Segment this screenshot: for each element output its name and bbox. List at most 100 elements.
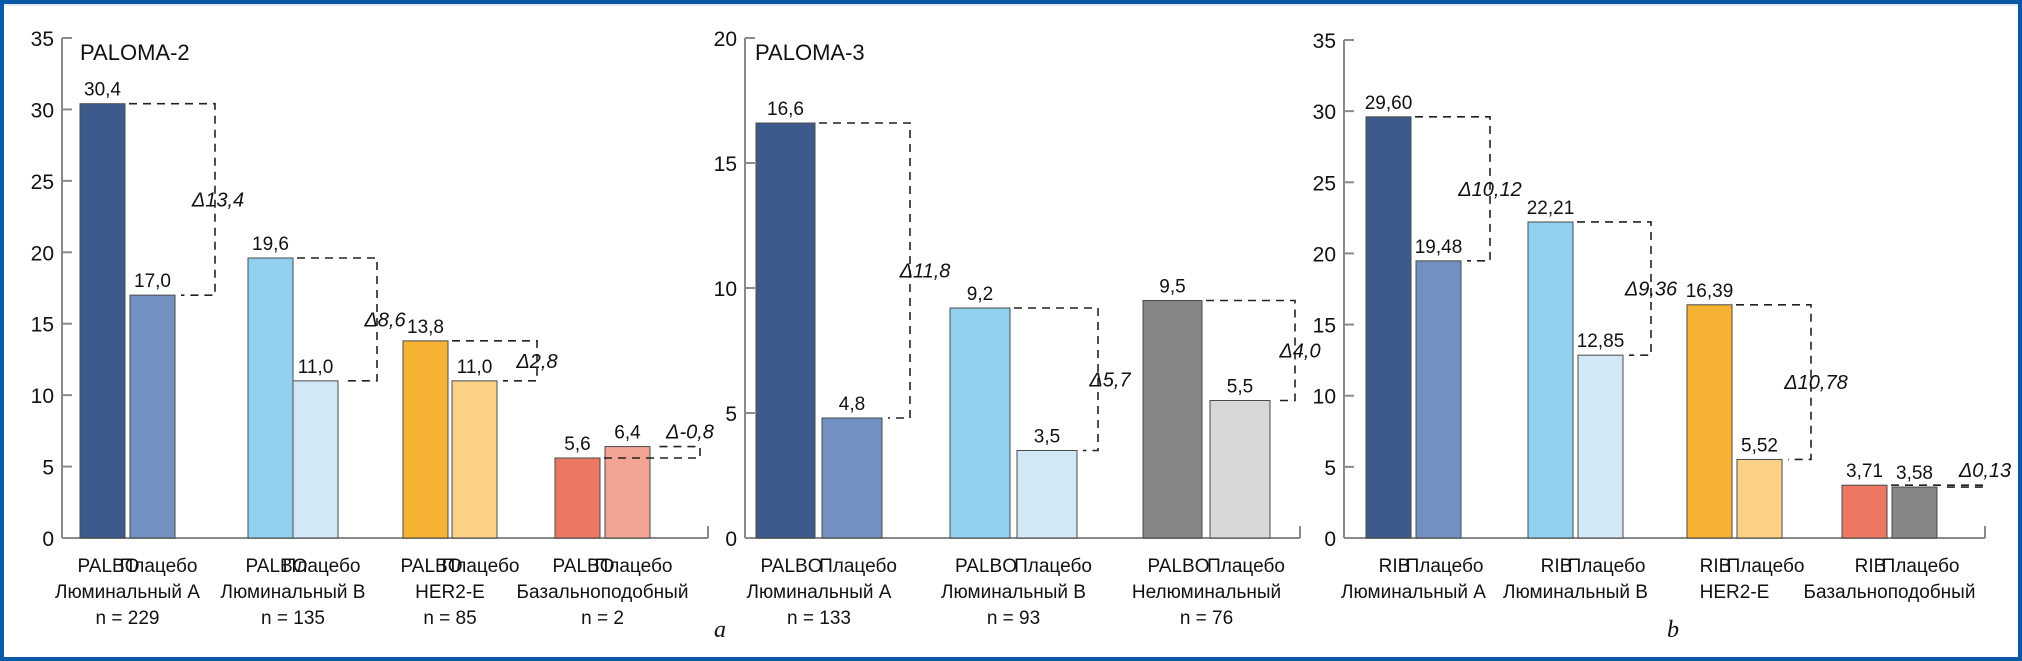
bar-placebo <box>1891 486 1938 539</box>
bar-label-drug: RIB <box>1700 556 1732 577</box>
bar-drug <box>1686 304 1733 539</box>
bar-label-placebo: Плацебо <box>1014 556 1092 577</box>
bar-value-label: 19,6 <box>252 234 289 255</box>
bar-value-label: 5,6 <box>564 434 590 455</box>
subtype-label: Люминальный В <box>221 582 366 603</box>
n-label: n = 76 <box>1180 608 1233 629</box>
bar-label-placebo: Плацебо <box>819 556 897 577</box>
bar-placebo <box>1577 354 1624 539</box>
bar-label-drug: PALBO <box>1148 556 1210 577</box>
y-tick-label: 5 <box>725 403 737 426</box>
bar-drug <box>79 103 126 539</box>
bar-value-label: 9,2 <box>967 284 993 305</box>
bar-drug <box>247 257 294 539</box>
bar-placebo <box>451 380 498 539</box>
n-label: n = 85 <box>423 608 476 629</box>
delta-label: Δ4,0 <box>1278 341 1320 363</box>
subtype-label: Базальноподобный <box>517 582 689 603</box>
delta-label: Δ0,13 <box>1958 460 2011 482</box>
bar-label-placebo: Плацебо <box>1406 556 1484 577</box>
delta-label: Δ8,6 <box>363 309 406 331</box>
delta-bracket <box>452 340 538 382</box>
y-tick-label: 20 <box>31 242 54 265</box>
bar-placebo <box>292 380 339 539</box>
bar-value-label: 17,0 <box>134 271 171 292</box>
delta-bracket <box>1014 307 1099 452</box>
bar-drug <box>1841 484 1888 539</box>
y-tick-label: 15 <box>1313 315 1336 338</box>
n-label: n = 135 <box>261 608 325 629</box>
bar-label-drug: RIB <box>1379 556 1411 577</box>
bar-value-label: 13,8 <box>407 317 444 338</box>
y-tick-label: 15 <box>714 153 737 176</box>
n-label: n = 133 <box>787 608 851 629</box>
bar-placebo <box>1209 400 1271 539</box>
bar-placebo <box>1736 458 1783 539</box>
bar-label-drug: PALBO <box>553 556 615 577</box>
bar-value-label: 5,52 <box>1741 435 1778 456</box>
y-tick-label: 5 <box>1324 457 1336 480</box>
bar-placebo <box>604 446 651 539</box>
bar-label-drug: RIB <box>1855 556 1887 577</box>
panel-letter-b: b <box>1667 617 1679 643</box>
panel-letter-a: a <box>714 617 726 643</box>
delta-label: Δ9,36 <box>1624 279 1678 301</box>
subtype-label: HER2-E <box>1700 582 1770 603</box>
bar-value-label: 19,48 <box>1415 237 1463 258</box>
bar-drug <box>949 307 1011 539</box>
subtype-label: Нелюминальный <box>1132 582 1281 603</box>
bar-value-label: 4,8 <box>839 394 865 415</box>
bar-drug <box>402 340 449 539</box>
chart-panel-1: 0 5 10 15 20 25 30 35 PALOMA-2 30,4 17,0 Δ13,4 PALBO… <box>31 28 714 629</box>
bar-value-label: 29,60 <box>1365 93 1413 114</box>
bar-value-label: 9,5 <box>1159 277 1185 298</box>
y-tick-label: 25 <box>31 171 54 194</box>
y-tick-label: 15 <box>31 314 54 337</box>
bar-drug <box>554 457 601 539</box>
bar-drug <box>1527 221 1574 539</box>
bar-drug <box>1365 116 1412 539</box>
y-tick-label: 30 <box>31 99 54 122</box>
y-tick-label: 25 <box>1313 172 1336 195</box>
bar-value-label: 22,21 <box>1527 198 1575 219</box>
delta-bracket <box>129 102 216 296</box>
bar-label-drug: PALBO <box>78 556 140 577</box>
delta-bracket <box>1206 299 1296 402</box>
bar-label-placebo: Плацебо <box>1568 556 1646 577</box>
delta-label: Δ10,12 <box>1457 179 1521 201</box>
delta-bracket <box>297 257 378 382</box>
bar-value-label: 16,6 <box>767 99 804 120</box>
bar-value-label: 16,39 <box>1686 281 1734 302</box>
bar-label-placebo: Плацебо <box>120 556 198 577</box>
bar-value-label: 11,0 <box>457 357 493 378</box>
bar-label-placebo: Плацебо <box>283 556 361 577</box>
delta-bracket <box>1577 221 1652 356</box>
bar-label-drug: PALBO <box>955 556 1017 577</box>
bar-value-label: 5,5 <box>1227 377 1253 398</box>
bar-value-label: 30,4 <box>84 80 121 101</box>
bar-label-drug: PALBO <box>401 556 463 577</box>
subtype-label: Люминальный В <box>1503 582 1648 603</box>
bar-placebo <box>1016 450 1078 539</box>
bar-value-label: 3,71 <box>1846 461 1883 482</box>
bar-value-label: 6,4 <box>614 423 641 444</box>
bar-value-label: 3,58 <box>1896 463 1933 484</box>
bar-label-placebo: Плацебо <box>442 556 520 577</box>
y-tick-label: 5 <box>42 457 54 480</box>
y-tick-label: 20 <box>1313 243 1336 266</box>
y-tick-label: 10 <box>31 385 54 408</box>
panel-title: PALOMA-2 <box>80 40 190 65</box>
bar-label-drug: RIB <box>1541 556 1573 577</box>
n-label: n = 93 <box>987 608 1040 629</box>
bar-drug <box>1142 300 1203 539</box>
y-tick-label: 10 <box>1313 386 1336 409</box>
delta-bracket <box>819 122 911 419</box>
n-label: n = 2 <box>581 608 624 629</box>
delta-bracket <box>1415 116 1491 262</box>
bar-label-placebo: Плацебо <box>1882 556 1960 577</box>
subtype-label: Базальноподобный <box>1804 582 1976 603</box>
panel-title: PALOMA-3 <box>755 40 865 65</box>
chart-panel-3: 0510152025303529,6019,48Δ10,12RIBПлацебо… <box>1313 30 2012 603</box>
